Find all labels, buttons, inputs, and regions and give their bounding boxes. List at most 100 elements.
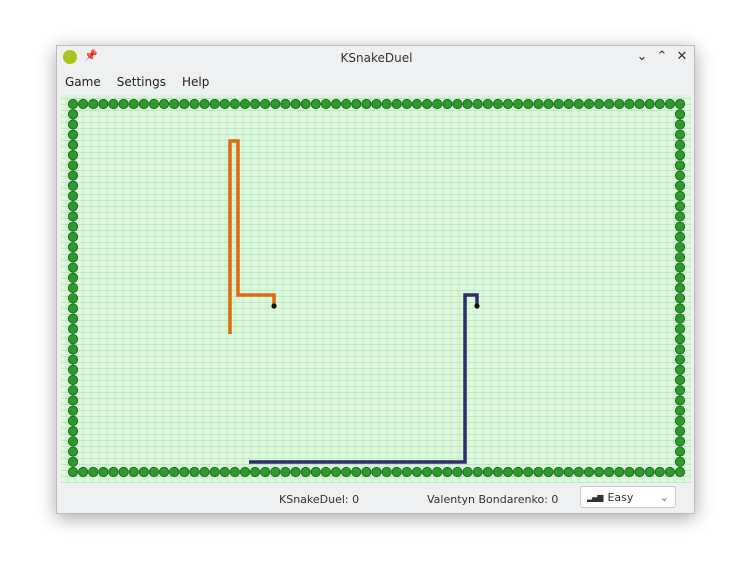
difficulty-select[interactable]: ▂▄▆ Easy ⌄ <box>580 486 676 508</box>
wall-block <box>674 385 686 396</box>
wall-block <box>614 466 625 478</box>
wall-block <box>67 344 79 355</box>
wall-block <box>401 98 412 110</box>
wall-block <box>411 98 423 110</box>
wall-block <box>674 139 686 150</box>
title-bar: 📌 KSnakeDuel ⌄ ⌃ ✕ <box>57 46 694 69</box>
signal-bars-icon: ▂▄▆ <box>587 492 604 502</box>
wall-block <box>614 98 625 110</box>
game-field[interactable] <box>61 95 691 483</box>
wall-block <box>239 98 251 110</box>
wall-block <box>533 98 544 110</box>
wall-block <box>674 160 686 171</box>
close-button[interactable]: ✕ <box>676 49 688 64</box>
wall-block <box>219 98 230 110</box>
wall-block <box>644 466 655 478</box>
wall-block <box>624 466 635 478</box>
maximize-button[interactable]: ⌃ <box>656 49 668 64</box>
wall-block <box>664 466 675 478</box>
wall-block <box>553 98 564 110</box>
wall-block <box>573 98 584 110</box>
wall-block <box>98 466 109 478</box>
wall-block <box>492 466 503 478</box>
wall-block <box>432 466 443 478</box>
wall-block <box>674 242 686 253</box>
wall-block <box>179 466 190 478</box>
wall-block <box>674 395 686 406</box>
wall-block <box>250 98 261 110</box>
wall-block <box>401 466 412 478</box>
wall-block <box>88 98 99 110</box>
wall-block <box>260 98 271 110</box>
wall-block <box>67 364 79 375</box>
wall-block <box>280 98 291 110</box>
wall-block <box>128 466 139 478</box>
wall-block <box>88 466 99 478</box>
wall-block <box>67 395 79 406</box>
wall-block <box>128 98 139 110</box>
wall-block <box>573 466 584 478</box>
wall-block <box>674 446 686 457</box>
wall-block <box>67 272 79 283</box>
wall-block <box>644 98 655 110</box>
wall-block <box>482 466 493 478</box>
menu-game[interactable]: Game <box>65 75 101 89</box>
wall-block <box>189 98 200 110</box>
wall-block <box>310 466 321 478</box>
status-bar: KSnakeDuel: 0 Valentyn Bondarenko: 0 ▂▄▆… <box>57 483 694 514</box>
wall-block <box>67 252 79 263</box>
wall-block <box>351 466 362 478</box>
wall-block <box>341 98 352 110</box>
wall-block <box>199 466 210 478</box>
wall-block <box>67 415 79 426</box>
player2-snake-head <box>474 303 480 309</box>
wall-block <box>543 98 554 110</box>
wall-block <box>674 272 686 283</box>
wall-block <box>67 374 79 386</box>
wall-block <box>513 98 524 110</box>
wall-block <box>452 98 463 110</box>
difficulty-value: Easy <box>607 490 634 504</box>
wall-block <box>118 466 129 478</box>
wall-block <box>411 466 423 478</box>
wall-block <box>543 466 554 478</box>
menu-bar: Game Settings Help <box>57 69 694 95</box>
wall-block <box>674 456 686 467</box>
wall-block <box>67 446 79 457</box>
wall-block <box>381 466 392 478</box>
wall-block <box>593 466 605 478</box>
wall-block <box>67 262 79 273</box>
wall-block <box>391 466 402 478</box>
wall-block <box>674 354 686 365</box>
menu-settings[interactable]: Settings <box>116 75 166 89</box>
wall-block <box>320 98 332 110</box>
wall-block <box>138 98 149 110</box>
wall-block <box>391 98 402 110</box>
wall-block <box>67 211 79 222</box>
wall-block <box>341 466 352 478</box>
wall-block <box>674 211 686 222</box>
minimize-button[interactable]: ⌄ <box>636 49 648 64</box>
wall-block <box>523 98 534 110</box>
wall-block <box>634 466 645 478</box>
wall-block <box>67 426 79 437</box>
wall-block <box>67 139 79 150</box>
pin-icon[interactable]: 📌 <box>84 49 98 62</box>
menu-help[interactable]: Help <box>181 75 210 89</box>
wall-block <box>654 466 665 478</box>
wall-block <box>674 170 686 181</box>
wall-block <box>624 98 635 110</box>
wall-block <box>78 466 89 478</box>
wall-block <box>674 98 686 110</box>
wall-block <box>674 252 686 263</box>
wall-block <box>67 119 79 130</box>
wall-block <box>330 98 342 110</box>
wall-block <box>158 466 170 478</box>
wall-block <box>371 98 382 110</box>
wall-block <box>229 98 240 110</box>
wall-block <box>67 242 79 253</box>
wall-block <box>179 98 190 110</box>
wall-block <box>674 262 686 273</box>
wall-block <box>260 466 271 478</box>
wall-block <box>674 303 686 314</box>
